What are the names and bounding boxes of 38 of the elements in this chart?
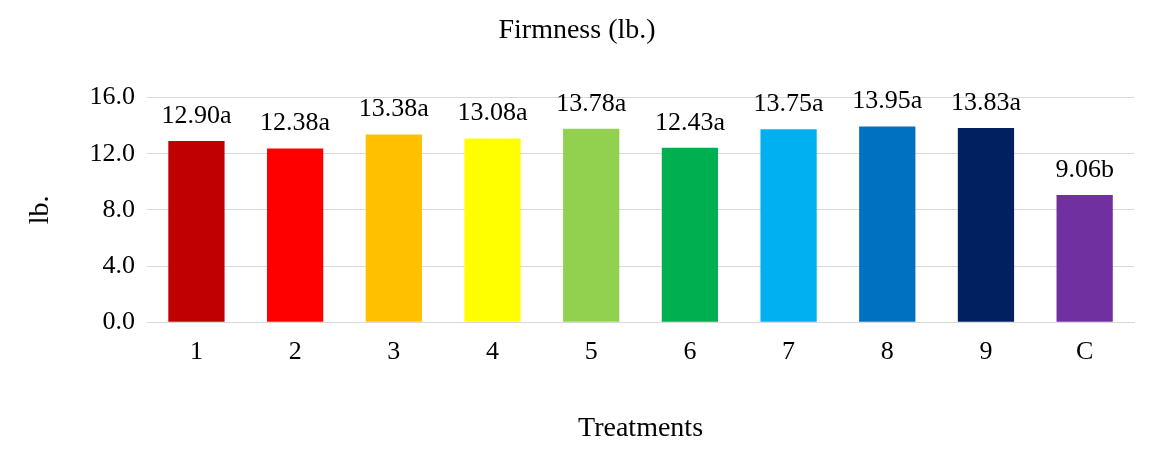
bar bbox=[760, 129, 817, 322]
chart-title: Firmness (lb.) bbox=[498, 13, 656, 45]
x-tick-label: 4 bbox=[486, 335, 500, 365]
data-label: 12.43a bbox=[654, 106, 726, 136]
x-tick-label: C bbox=[1075, 335, 1094, 365]
data-label: 13.38a bbox=[358, 93, 430, 123]
bar bbox=[957, 128, 1015, 322]
bar bbox=[859, 126, 916, 322]
bar bbox=[563, 128, 620, 322]
x-tick-label: 9 bbox=[979, 335, 993, 365]
bar bbox=[464, 138, 521, 322]
y-axis-title: lb. bbox=[23, 195, 55, 225]
y-tick-label: 12.0 bbox=[89, 137, 136, 167]
x-tick-label: 6 bbox=[683, 335, 697, 365]
x-tick-label: 5 bbox=[584, 335, 598, 365]
data-label: 9.06b bbox=[1055, 153, 1114, 183]
data-label: 13.75a bbox=[753, 88, 825, 118]
bar bbox=[267, 148, 324, 322]
bar bbox=[365, 134, 422, 322]
bar bbox=[1056, 195, 1113, 322]
y-tick-label: 4.0 bbox=[102, 249, 136, 279]
data-label: 13.78a bbox=[556, 87, 627, 117]
x-tick-label: 3 bbox=[387, 335, 401, 365]
x-tick-label: 7 bbox=[782, 335, 796, 365]
data-label: 13.08a bbox=[457, 97, 528, 127]
bar bbox=[168, 141, 225, 322]
y-tick-label: 0.0 bbox=[102, 306, 136, 336]
y-tick-label: 16.0 bbox=[89, 81, 136, 111]
bar bbox=[661, 147, 719, 322]
data-label: 12.90a bbox=[161, 99, 232, 129]
data-label: 12.38a bbox=[260, 107, 331, 137]
x-axis-title: Treatments bbox=[578, 410, 704, 442]
y-tick-label: 8.0 bbox=[102, 193, 136, 223]
data-label: 13.83a bbox=[950, 86, 1022, 116]
x-tick-label: 1 bbox=[189, 335, 203, 365]
data-label: 13.95a bbox=[852, 85, 923, 115]
x-tick-label: 8 bbox=[880, 335, 894, 365]
x-tick-label: 2 bbox=[288, 335, 302, 365]
